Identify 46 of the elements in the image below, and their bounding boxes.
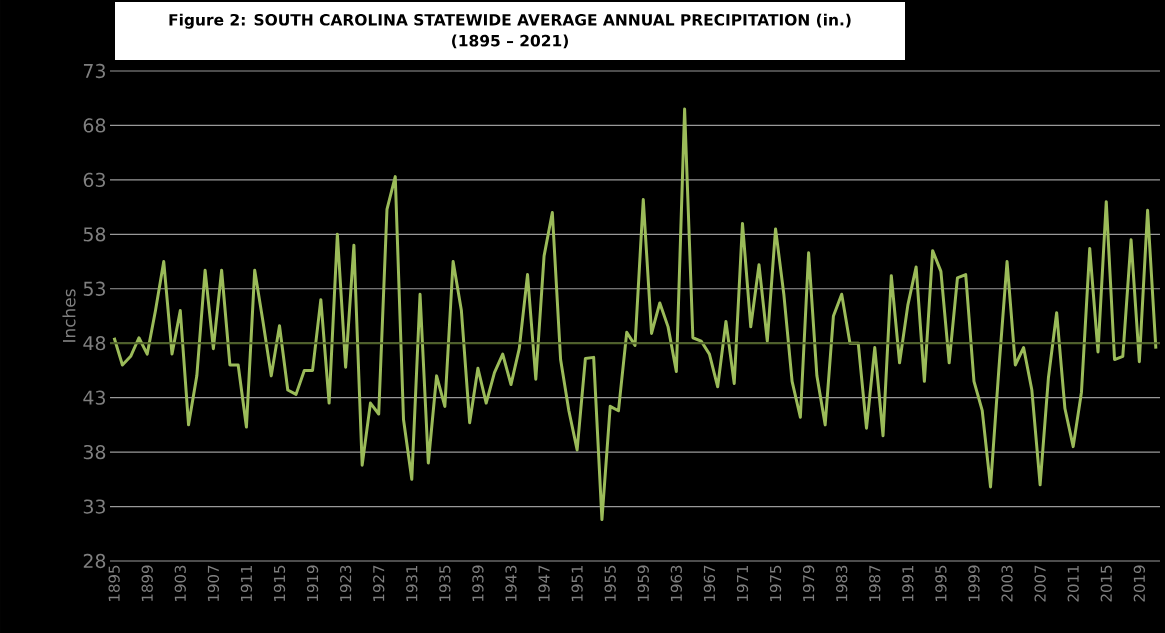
x-tick-label: 1919 <box>306 565 319 601</box>
x-tick-label: 1935 <box>439 565 451 601</box>
x-tick-label: 2019 <box>1133 565 1145 602</box>
y-tick-label: 63 <box>83 172 105 188</box>
x-tick-label: 1899 <box>141 565 153 601</box>
x-tick-label: 1991 <box>902 565 914 601</box>
line-series <box>112 107 1158 522</box>
x-tick-label: 1895 <box>108 565 120 601</box>
x-tick-label: 2011 <box>1067 565 1079 602</box>
y-tick-label: 28 <box>83 553 106 569</box>
x-tick-label: 1979 <box>802 565 815 601</box>
x-tick-label: 2015 <box>1100 565 1112 602</box>
y-tick-label: 38 <box>83 444 106 460</box>
x-tick-label: 1943 <box>505 565 517 601</box>
y-tick-label: 53 <box>83 281 105 296</box>
x-tick-label: 2003 <box>1001 565 1013 602</box>
x-tick-label: 1995 <box>935 565 947 601</box>
x-tick-label: 1911 <box>240 565 253 601</box>
x-tick-label: 1971 <box>736 565 749 601</box>
x-tick-label: 1931 <box>406 565 418 601</box>
y-tick-label: 48 <box>83 336 106 351</box>
x-tick-label: 1951 <box>571 565 583 601</box>
y-tick-label: 33 <box>83 499 105 514</box>
y-tick-label: 58 <box>83 227 106 242</box>
x-tick-label: 1975 <box>769 565 782 601</box>
x-tick-label: 1915 <box>273 565 286 601</box>
x-tick-label: 1999 <box>968 565 980 601</box>
x-tick-label: 1947 <box>538 565 550 601</box>
x-tick-label: 1983 <box>836 565 848 601</box>
y-axis-title: Inches <box>62 289 76 342</box>
x-tick-label: 1903 <box>174 565 186 601</box>
x-tick-label: 1963 <box>670 565 682 601</box>
x-tick-label: 1959 <box>637 565 649 601</box>
x-tick-label: 1967 <box>703 565 716 601</box>
x-tick-label: 1939 <box>472 565 484 601</box>
y-tick-label: 68 <box>83 118 106 133</box>
chart-subtitle: (1895 – 2021) <box>452 34 568 49</box>
chart-title: Figure 2: SOUTH CAROLINA STATEWIDE AVERAGE ANNUAL PRECIPITATION (in.) <box>169 13 851 29</box>
y-tick-label: 43 <box>83 390 105 405</box>
x-tick-label: 2007 <box>1034 565 1046 602</box>
x-tick-label: 1927 <box>373 565 385 601</box>
x-tick-label: 1987 <box>869 565 881 601</box>
x-tick-label: 1907 <box>207 565 220 601</box>
y-tick-label: 73 <box>83 63 105 79</box>
x-tick-label: 1923 <box>339 565 352 601</box>
x-tick-label: 1955 <box>604 565 616 601</box>
